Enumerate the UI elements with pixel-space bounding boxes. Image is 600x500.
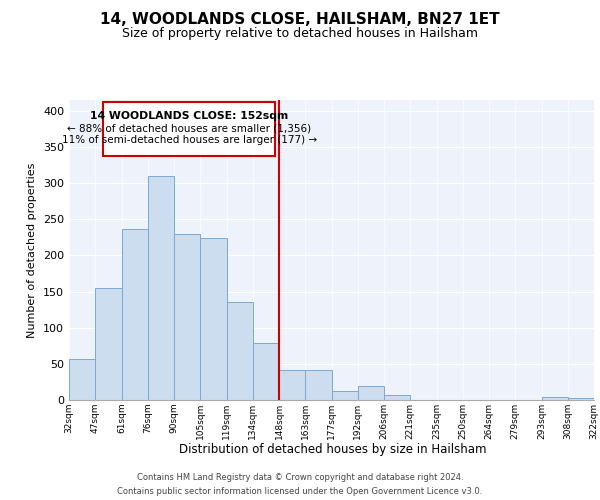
Text: 14 WOODLANDS CLOSE: 152sqm: 14 WOODLANDS CLOSE: 152sqm — [90, 111, 288, 121]
Bar — [174, 234, 200, 400]
Text: Distribution of detached houses by size in Hailsham: Distribution of detached houses by size … — [179, 442, 487, 456]
Text: Size of property relative to detached houses in Hailsham: Size of property relative to detached ho… — [122, 28, 478, 40]
Bar — [227, 302, 253, 400]
Y-axis label: Number of detached properties: Number of detached properties — [28, 162, 37, 338]
Text: 14, WOODLANDS CLOSE, HAILSHAM, BN27 1ET: 14, WOODLANDS CLOSE, HAILSHAM, BN27 1ET — [100, 12, 500, 28]
Bar — [95, 288, 121, 400]
FancyBboxPatch shape — [103, 102, 275, 156]
Bar — [384, 395, 410, 400]
Bar — [331, 392, 358, 400]
Bar — [305, 370, 331, 400]
Text: Contains public sector information licensed under the Open Government Licence v3: Contains public sector information licen… — [118, 488, 482, 496]
Text: Contains HM Land Registry data © Crown copyright and database right 2024.: Contains HM Land Registry data © Crown c… — [137, 472, 463, 482]
Bar — [358, 386, 384, 400]
Bar — [69, 359, 95, 400]
Text: ← 88% of detached houses are smaller (1,356): ← 88% of detached houses are smaller (1,… — [67, 123, 311, 133]
Text: 11% of semi-detached houses are larger (177) →: 11% of semi-detached houses are larger (… — [62, 136, 317, 145]
Bar — [253, 343, 279, 400]
Bar — [542, 397, 568, 400]
Bar — [200, 238, 227, 400]
Bar — [148, 176, 174, 400]
Bar — [121, 228, 148, 400]
Bar — [568, 398, 594, 400]
Bar — [279, 370, 305, 400]
